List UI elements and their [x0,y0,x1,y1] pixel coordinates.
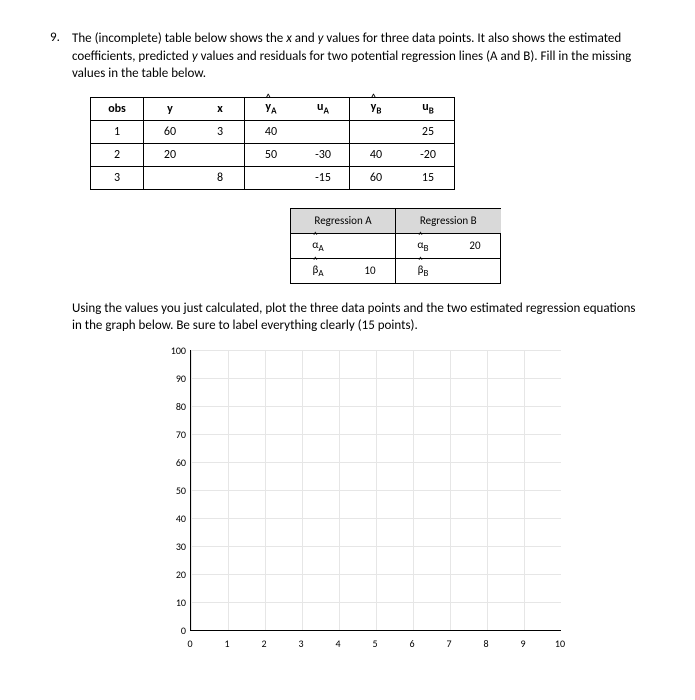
xtick-label: 1 [217,637,237,650]
reg-a-header: Regression A [291,208,396,233]
question-number: 9. [50,30,72,83]
ytick-label: 70 [156,428,186,441]
ytick-label: 60 [156,456,186,469]
xtick-label: 3 [291,637,311,650]
col-ua: uA [297,97,350,120]
data-table-wrap: obs y x yA uA yB uB 1 60 3 40 25 2 20 50… [90,97,645,190]
reg-b-header: Regression B [396,208,501,233]
xtick-label: 0 [180,637,200,650]
alpha-a-label: αA [291,233,346,258]
col-x: x [196,97,245,120]
ytick-label: 20 [156,568,186,581]
beta-b-label: βB [396,258,451,283]
graph: 100 90 80 70 60 50 40 30 20 10 0 0 1 2 3… [160,345,580,665]
table-row: 1 60 3 40 25 [91,120,455,143]
beta-a-val: 10 [345,258,396,283]
xtick-label: 9 [513,637,533,650]
ytick-label: 30 [156,540,186,553]
alpha-a-val [345,233,396,258]
col-y: y [144,97,197,120]
reg-alpha-row: αA αB 20 [291,233,501,258]
table-row: 2 20 50 -30 40 -20 [91,143,455,166]
plot-area [190,350,561,631]
beta-a-label: βA [291,258,346,283]
xtick-label: 6 [402,637,422,650]
plot-instruction: Using the values you just calculated, pl… [72,300,645,335]
ytick-label: 100 [156,344,186,357]
xtick-label: 10 [550,637,570,650]
xtick-label: 8 [476,637,496,650]
xtick-label: 2 [254,637,274,650]
question-block: 9. The (incomplete) table below shows th… [50,30,645,83]
ytick-label: 10 [156,596,186,609]
ytick-label: 50 [156,484,186,497]
col-ub: uB [402,97,455,120]
xtick-label: 4 [328,637,348,650]
ytick-label: 80 [156,400,186,413]
alpha-b-val: 20 [450,233,501,258]
data-table: obs y x yA uA yB uB 1 60 3 40 25 2 20 50… [90,97,455,190]
ytick-label: 0 [156,624,186,637]
xtick-label: 5 [365,637,385,650]
col-obs: obs [91,97,144,120]
ytick-label: 40 [156,512,186,525]
regression-table: Regression A Regression B αA αB 20 βA 10… [290,208,501,284]
xtick-label: 7 [439,637,459,650]
col-yb: yB [350,97,403,120]
reg-header-row: Regression A Regression B [291,208,501,233]
col-ya: yA [245,97,298,120]
question-text: The (incomplete) table below shows the x… [72,30,645,83]
table-row: 3 8 -15 60 15 [91,166,455,189]
regression-table-wrap: Regression A Regression B αA αB 20 βA 10… [290,208,645,284]
beta-b-val [450,258,501,283]
table-header-row: obs y x yA uA yB uB [91,97,455,120]
reg-beta-row: βA 10 βB [291,258,501,283]
ytick-label: 90 [156,372,186,385]
